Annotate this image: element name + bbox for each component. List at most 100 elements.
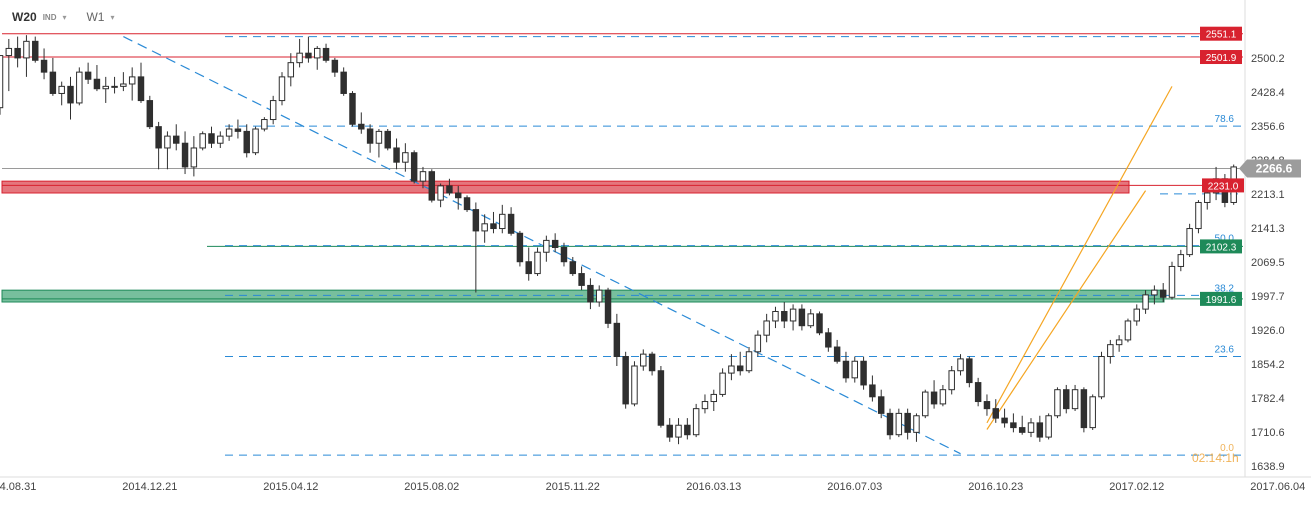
level-price-tag [1200,239,1242,254]
candle [349,91,356,127]
x-tick-label: 2016.10.23 [968,481,1023,493]
fib-label: 23.6 [1215,345,1235,356]
candle [525,247,532,281]
candle [604,287,612,329]
candle [463,195,471,212]
candle [454,185,462,210]
market-tag: IND [42,12,57,22]
bull-candle-body [252,128,259,154]
y-tick-label: 2141.3 [1251,223,1285,235]
bull-candle-body [481,223,488,232]
candle [296,38,303,68]
fib-label: 0.0 [1220,443,1234,454]
bear-candle-body [604,289,612,324]
candle [305,36,312,63]
fib-label: 38.2 [1215,283,1235,294]
bull-candle-body [728,365,735,374]
candle [710,389,718,412]
bear-candle-body [516,232,524,263]
level-price-label: 1991.6 [1206,295,1237,306]
level-price-label: 2551.1 [1206,30,1237,41]
candle [1054,387,1061,419]
bull-candle-body [217,135,224,144]
bear-candle-body [446,185,453,194]
bear-candle-body [992,408,999,419]
candle [675,418,682,445]
bull-candle-body [102,85,109,90]
candle [1027,418,1035,438]
bull-candle-body [261,119,268,130]
bull-candle-body [1133,308,1140,322]
bull-candle-body [278,76,286,102]
candle [181,131,189,175]
bull-candle-body [1071,389,1079,410]
bear-candle-body [322,47,330,61]
bear-candle-body [622,356,629,405]
symbol-dropdown-icon[interactable]: ▾ [62,12,67,22]
candle [1124,318,1132,343]
candle [939,384,947,407]
candle [1195,200,1202,234]
bull-candle-body [1098,356,1105,398]
y-tick-label: 2428.4 [1251,87,1285,99]
x-tick-label: 2014.08.31 [0,481,36,493]
bear-candle-body [1001,417,1008,424]
candle [587,278,594,310]
candle [243,124,250,158]
candle [217,131,224,148]
candle [1186,223,1193,257]
bear-candle-body [860,360,867,386]
candle [437,183,444,208]
candle [269,95,277,125]
candle [1107,339,1114,364]
timeframe-dropdown-icon[interactable]: ▾ [110,12,115,22]
bear-candle-body [966,358,973,384]
candle [32,36,39,63]
current-price-tag [1239,159,1301,178]
y-tick-label: 1997.7 [1251,291,1285,303]
bull-candle-body [1186,228,1193,256]
symbol-label[interactable]: W20 [12,10,37,24]
candle [772,306,779,329]
bull-candle-body [675,424,682,438]
bull-candle-body [895,412,903,436]
timeframe-label[interactable]: W1 [86,10,105,24]
fib-label: 50.0 [1215,234,1235,245]
bull-candle-body [640,353,647,367]
bull-candle-body [437,185,444,201]
bear-candle-body [155,126,162,149]
bull-candle-body [772,310,779,322]
bear-candle-body [983,401,991,410]
candle [1045,413,1052,440]
bull-candle-body [745,351,753,372]
level-price-label: 2501.9 [1206,53,1237,64]
candle [789,304,797,331]
bear-candle-body [393,147,400,163]
bear-candle-body [1010,422,1017,429]
candle [516,230,524,267]
candle [111,76,118,94]
candle [499,204,506,234]
bull-candle-body [851,360,859,379]
y-tick-label: 1782.4 [1251,393,1285,405]
candle [1098,351,1105,400]
fib-label: 78.6 [1215,114,1235,125]
candle [366,124,374,153]
candle [578,266,585,291]
candle [543,235,550,262]
bear-candle-body [578,273,585,286]
candle [534,247,541,276]
candle [1133,304,1140,326]
bull-candle-body [595,289,603,303]
bull-candle-body [701,401,709,410]
candle [851,356,859,383]
candle [666,418,673,442]
bear-candle-body [146,100,154,128]
candle [719,368,726,397]
bear-candle-body [613,322,621,358]
candle [657,365,665,428]
bear-candle-body [1159,289,1167,298]
bear-candle-body [551,239,559,248]
